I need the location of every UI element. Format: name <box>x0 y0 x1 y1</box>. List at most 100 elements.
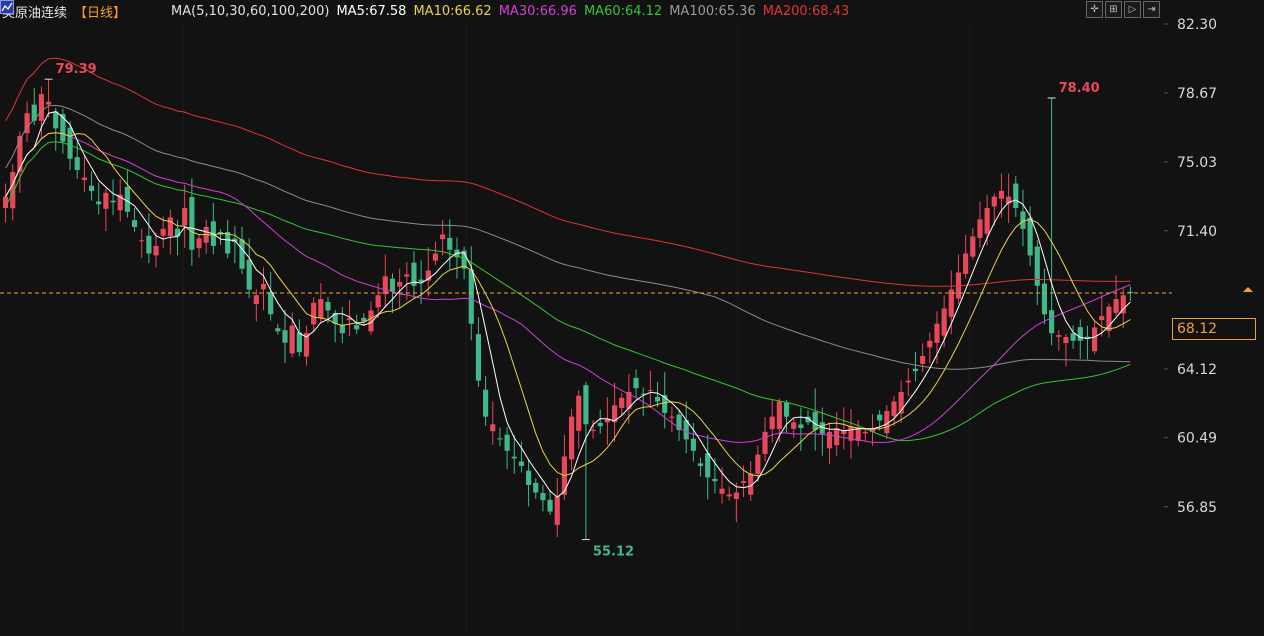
chart-indicator-icon[interactable] <box>0 0 168 18</box>
candle-body <box>769 416 775 430</box>
candle-body <box>504 434 510 451</box>
ma200-line <box>5 57 1131 287</box>
candle-body <box>346 318 353 321</box>
candle-body <box>898 392 904 414</box>
candle-body <box>841 429 847 435</box>
candle-body <box>461 250 467 269</box>
candle-body <box>826 431 833 449</box>
candle-body <box>189 197 195 250</box>
candle-body <box>1099 316 1105 321</box>
ma30-label: MA30:66.96 <box>498 3 577 19</box>
candle-body <box>497 438 503 440</box>
candle-body <box>67 127 73 159</box>
ma5-line <box>5 111 1131 498</box>
y-tick-label: 64.12 <box>1177 362 1217 378</box>
candle-body <box>1020 211 1026 229</box>
zoom-in-icon[interactable]: ⊞ <box>1105 1 1122 18</box>
candle-body <box>38 94 44 121</box>
candle-body <box>397 281 403 287</box>
ma-params: MA(5,10,30,60,100,200) <box>171 3 330 19</box>
candle-body <box>110 200 116 203</box>
candle-body <box>268 292 274 315</box>
candle-body <box>1063 336 1069 344</box>
ma100-label: MA100:65.36 <box>669 3 756 19</box>
candle-body <box>103 192 109 209</box>
y-tick-label: 75.03 <box>1177 155 1217 171</box>
ma30-line <box>5 132 1131 444</box>
candle-body <box>920 355 926 364</box>
candle-body <box>239 239 245 269</box>
candle-body <box>941 308 947 336</box>
ma100-line <box>5 104 1131 370</box>
period-selector[interactable]: 【日线】 <box>74 5 127 21</box>
ma10-line <box>5 132 1131 477</box>
candle-body <box>74 157 80 171</box>
candle-body <box>1127 291 1133 293</box>
candle-body <box>418 279 424 282</box>
candle-body <box>855 428 861 441</box>
candle-body <box>740 481 747 483</box>
candle-body <box>332 313 338 324</box>
candle-body <box>1070 333 1076 341</box>
candle-body <box>905 380 911 383</box>
candle-body <box>619 397 625 408</box>
crosshair-icon[interactable]: ✛ <box>1086 1 1103 18</box>
candle-body <box>160 228 166 236</box>
candle-body <box>490 424 496 432</box>
candle-body <box>654 396 661 402</box>
candle-body <box>697 463 704 466</box>
high-price-label: 78.40 <box>1059 81 1100 96</box>
candle-body <box>375 295 381 308</box>
candle-body <box>1056 335 1062 337</box>
candle-body <box>117 194 123 211</box>
candle-body <box>167 217 173 237</box>
candle-body <box>762 431 768 454</box>
candle-body <box>719 488 725 494</box>
candle-body <box>10 171 16 209</box>
candle-body <box>225 231 231 254</box>
candle-body <box>554 496 560 525</box>
candle-body <box>927 340 933 348</box>
candle-body <box>3 196 9 208</box>
candle-body <box>662 395 668 413</box>
y-tick-label: 60.49 <box>1177 431 1217 447</box>
candle-body <box>325 301 331 311</box>
play-icon[interactable]: ▷ <box>1124 1 1141 18</box>
candle-body <box>547 499 553 512</box>
candle-body <box>1006 196 1012 204</box>
candle-body <box>690 438 696 451</box>
candle-body <box>1113 299 1119 313</box>
candle-body <box>948 289 954 317</box>
candle-body <box>669 416 675 418</box>
ma5-label: MA5:67.58 <box>336 3 407 19</box>
candle-body <box>633 377 639 389</box>
candle-body <box>60 114 66 142</box>
candle-body <box>1092 327 1098 352</box>
candle-body <box>440 234 446 240</box>
chart-header: 美原油连续 【日线】 MA(5,10,30,60,100,200) MA5:67… <box>0 0 1170 22</box>
candle-body <box>733 492 739 499</box>
candle-body <box>533 482 539 493</box>
candle-body <box>755 454 761 475</box>
candle-body <box>783 402 790 417</box>
candle-body <box>998 190 1005 199</box>
candle-body <box>984 208 990 234</box>
candle-body <box>296 332 302 353</box>
candle-body <box>518 461 525 466</box>
candle-body <box>246 259 252 290</box>
candle-body <box>153 245 159 256</box>
candle-body <box>1034 246 1040 286</box>
candle-body <box>131 220 138 227</box>
y-tick-label: 71.40 <box>1177 224 1217 240</box>
candle-body <box>282 330 288 343</box>
candle-body <box>404 274 410 277</box>
fast-forward-icon[interactable]: ⇥ <box>1143 1 1160 18</box>
candle-body <box>877 414 883 421</box>
candle-body <box>676 414 682 430</box>
ma10-label: MA10:66.62 <box>413 3 492 19</box>
candle-body <box>862 431 868 434</box>
candle-body <box>604 418 610 423</box>
candle-body <box>196 238 202 249</box>
candle-body <box>626 392 632 409</box>
